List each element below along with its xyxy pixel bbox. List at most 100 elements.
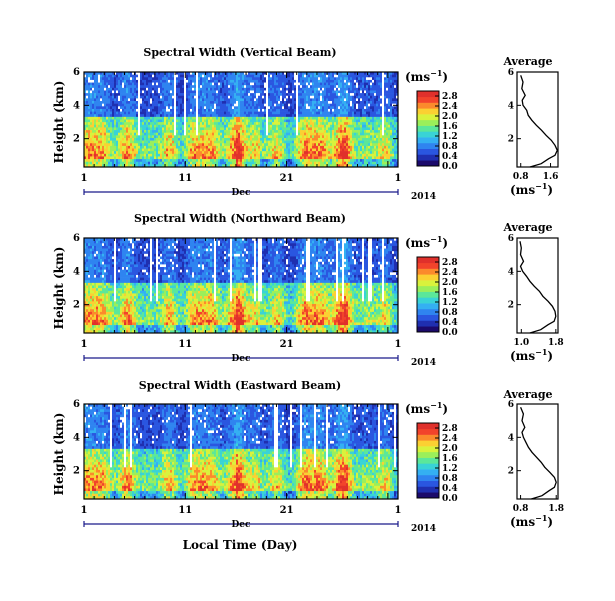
heatmap-cell	[148, 82, 151, 86]
heatmap-cell	[176, 98, 179, 102]
heatmap-cell	[354, 159, 357, 163]
heatmap-cell	[132, 82, 135, 86]
heatmap-cell	[200, 122, 203, 126]
heatmap-cell	[254, 124, 257, 128]
heatmap-cell	[356, 122, 359, 126]
heatmap-cell	[248, 159, 251, 163]
heatmap-cell	[290, 77, 293, 81]
heatmap-cell	[218, 159, 221, 163]
heatmap-cell	[356, 111, 359, 115]
heatmap-cell	[94, 74, 97, 78]
heatmap-cell	[290, 127, 293, 131]
heatmap-cell	[192, 111, 195, 115]
heatmap-cell	[234, 161, 237, 165]
heatmap-cell	[220, 95, 223, 99]
heatmap-cell	[296, 122, 299, 126]
heatmap-cell	[134, 111, 137, 115]
heatmap-cell	[86, 156, 89, 160]
heatmap-cell	[316, 127, 319, 131]
heatmap-cell	[136, 116, 139, 120]
heatmap-cell	[238, 119, 241, 123]
heatmap-cell	[122, 135, 125, 139]
heatmap-cell	[244, 137, 247, 141]
heatmap-cell	[200, 74, 203, 78]
heatmap-cell	[150, 122, 153, 126]
heatmap-cell	[212, 159, 215, 163]
heatmap-cell	[276, 114, 279, 118]
heatmap-cell	[208, 108, 211, 112]
heatmap-cell	[312, 122, 315, 126]
heatmap-cell	[238, 90, 241, 94]
heatmap-cell	[174, 101, 177, 104]
heatmap-cell	[86, 132, 89, 136]
heatmap-cell	[268, 87, 271, 91]
heatmap-cell	[326, 122, 329, 126]
heatmap-cell	[248, 85, 251, 89]
heatmap-cell	[206, 79, 209, 83]
heatmap-cell	[232, 101, 235, 104]
heatmap-cell	[124, 77, 127, 81]
heatmap-cell	[224, 101, 227, 104]
heatmap-cell	[264, 103, 267, 107]
heatmap-cell	[172, 127, 175, 131]
heatmap-cell	[170, 77, 173, 81]
heatmap-cell	[300, 124, 303, 128]
heatmap-cell	[182, 106, 185, 110]
heatmap-cell	[146, 161, 149, 165]
heatmap-cell	[356, 140, 359, 144]
heatmap-cell	[178, 101, 181, 104]
heatmap-cell	[128, 122, 131, 126]
heatmap-cell	[320, 153, 323, 157]
heatmap-cell	[334, 72, 337, 75]
heatmap-cell	[106, 156, 109, 160]
heatmap-cell	[262, 153, 265, 157]
heatmap-cell	[98, 132, 101, 136]
heatmap-cell	[232, 116, 235, 120]
heatmap-cell	[222, 90, 225, 94]
heatmap-cell	[140, 122, 143, 126]
heatmap-cell	[132, 111, 135, 115]
heatmap-cell	[170, 156, 173, 160]
heatmap-cell	[198, 153, 201, 157]
heatmap-cell	[290, 111, 293, 115]
heatmap-cell	[230, 116, 233, 120]
heatmap-cell	[166, 161, 169, 165]
heatmap-cell	[326, 77, 329, 81]
heatmap-cell	[188, 127, 191, 131]
heatmap-cell	[302, 159, 305, 163]
heatmap-cell	[118, 90, 121, 94]
heatmap-cell	[332, 87, 335, 91]
heatmap-cell	[246, 116, 249, 120]
heatmap-cell	[150, 72, 153, 75]
heatmap-cell	[84, 148, 87, 152]
heatmap-cell	[112, 101, 115, 104]
heatmap-cell	[182, 72, 185, 75]
heatmap-cell	[306, 161, 309, 165]
heatmap-cell	[248, 77, 251, 81]
heatmap-cell	[288, 164, 291, 168]
heatmap-cell	[324, 148, 327, 152]
heatmap-cell	[100, 79, 103, 83]
heatmap-cell	[344, 148, 347, 152]
heatmap-cell	[266, 156, 269, 160]
heatmap-cell	[114, 85, 117, 89]
heatmap-cell	[272, 151, 275, 155]
heatmap-cell	[340, 111, 343, 115]
heatmap-cell	[254, 148, 257, 152]
heatmap-cell	[150, 132, 153, 136]
heatmap-cell	[194, 90, 197, 94]
heatmap-cell	[156, 82, 159, 86]
heatmap-cell	[194, 124, 197, 128]
heatmap-cell	[348, 72, 351, 75]
heatmap-cell	[122, 111, 125, 115]
heatmap-cell	[346, 153, 349, 157]
heatmap-cell	[254, 164, 257, 168]
heatmap-cell	[188, 93, 191, 97]
heatmap-cell	[162, 108, 165, 112]
heatmap-cell	[228, 143, 231, 147]
heatmap-cell	[360, 114, 363, 118]
heatmap-cell	[252, 72, 255, 75]
heatmap-cell	[110, 151, 113, 155]
heatmap-cell	[256, 82, 259, 86]
heatmap-cell	[110, 148, 113, 152]
